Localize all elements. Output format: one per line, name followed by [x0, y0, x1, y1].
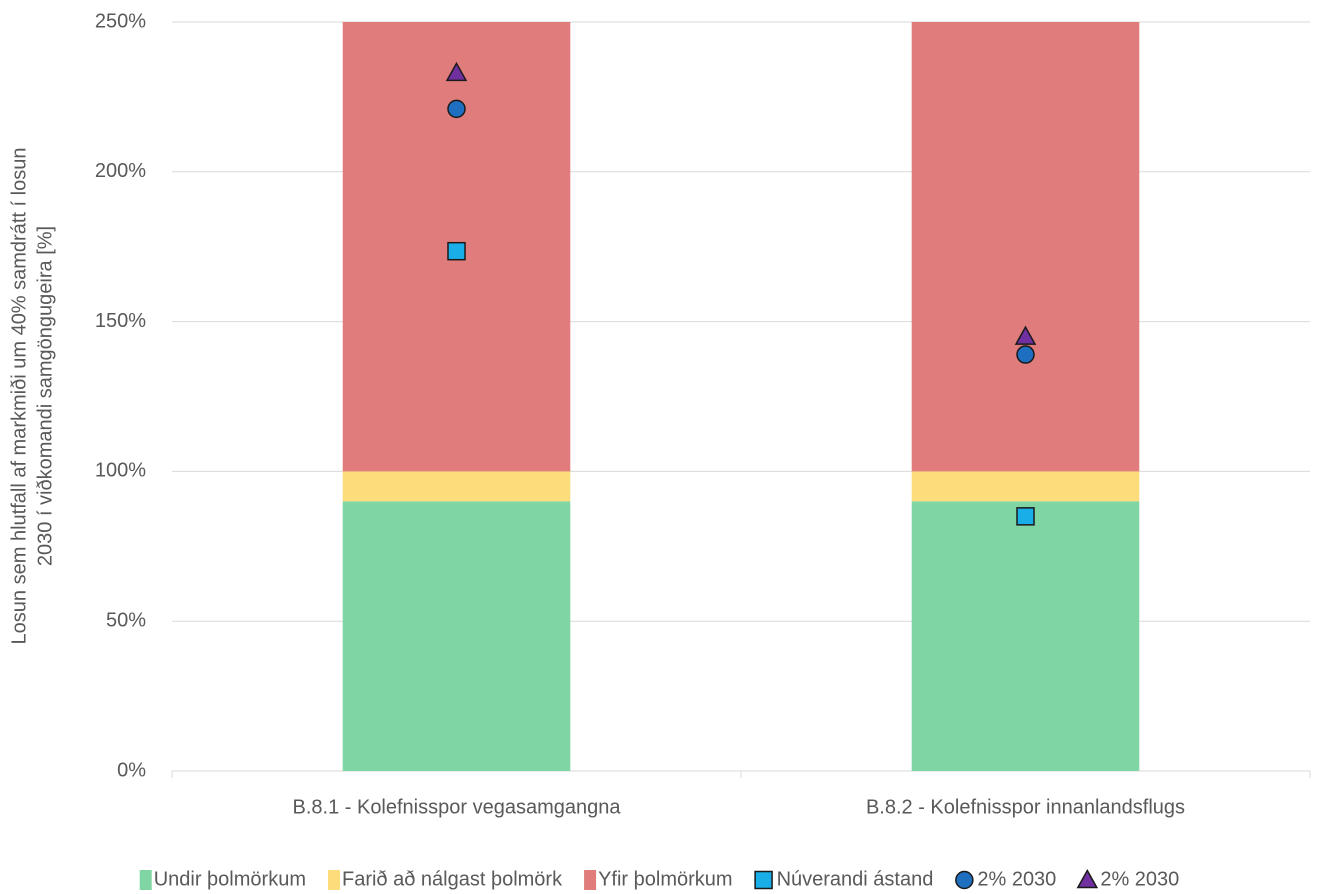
- legend: Undir þolmörkum Farið að nálgast þolmörk Y…: [139, 868, 1179, 890]
- legend-label: 2% 2030: [977, 868, 1056, 890]
- x-tick-label: B.8.2 - Kolefnisspor innanlandsflugs: [866, 796, 1185, 818]
- legend-swatch: [584, 870, 597, 890]
- legend-swatch: [139, 870, 152, 890]
- y-axis-title: Losun sem hlutfall af markmiði um 40% sa…: [8, 148, 56, 645]
- y-tick-label: 250%: [95, 10, 146, 32]
- marker-square: [447, 241, 466, 261]
- bar-segment: [911, 501, 1140, 771]
- marker-triangle: [1014, 325, 1037, 345]
- bar-segment: [342, 501, 571, 771]
- y-tick-label: 200%: [95, 160, 146, 182]
- y-tick-label: 0%: [117, 759, 146, 781]
- bar-segment: [911, 471, 1140, 502]
- marker-square: [1016, 507, 1035, 526]
- y-tick-label: 50%: [106, 609, 146, 631]
- marker-triangle: [445, 61, 468, 82]
- marker-triangle: [1076, 868, 1099, 889]
- bar-segment: [342, 471, 571, 502]
- y-tick-label: 100%: [95, 460, 146, 482]
- legend-label: Farið að nálgast þolmörk: [342, 868, 563, 890]
- marker-circle: [955, 870, 974, 890]
- legend-label: Yfir þolmörkum: [598, 868, 732, 890]
- y-axis-title-line: 2030 í viðkomandi samgöngugeira [%]: [34, 226, 56, 566]
- legend-label: Undir þolmörkum: [154, 868, 306, 890]
- marker-circle: [447, 99, 466, 119]
- marker-square: [754, 870, 773, 890]
- y-axis-title-line: Losun sem hlutfall af markmiði um 40% sa…: [8, 148, 30, 645]
- y-tick-label: 150%: [95, 310, 146, 332]
- marker-circle: [1016, 345, 1035, 364]
- bar-segment: [911, 22, 1140, 472]
- legend-label: 2% 2030: [1100, 868, 1179, 890]
- legend-swatch: [327, 870, 340, 890]
- legend-label: Núverandi ástand: [777, 868, 934, 890]
- x-tick-label: B.8.1 - Kolefnisspor vegasamgangna: [293, 796, 622, 818]
